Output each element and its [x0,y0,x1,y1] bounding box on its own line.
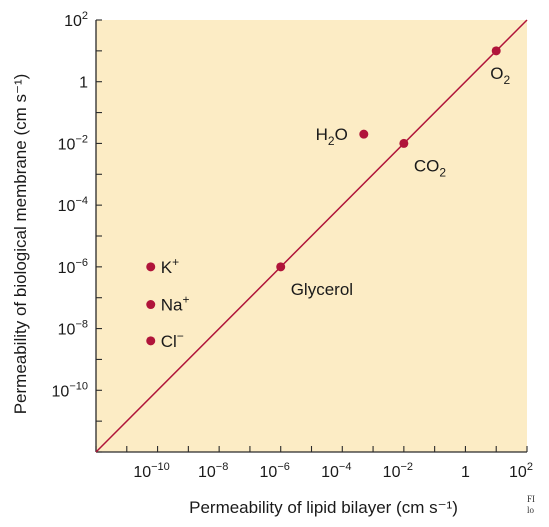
figure-caption-fragment: FI lo [527,494,549,516]
y-tick-label: 102 [64,10,88,30]
y-tick-label: 10−10 [52,380,88,400]
point-glycerol [276,262,285,271]
x-tick-label: 1 [461,464,470,481]
x-tick-label: 10−6 [260,461,290,481]
y-axis-title: Permeability of biological membrane (cm … [11,74,30,415]
y-tick-label: 10−8 [58,319,88,339]
y-tick-label: 10−4 [58,195,88,215]
x-tick-label: 10−8 [198,461,228,481]
x-axis-title: Permeability of lipid bilayer (cm s⁻¹) [189,498,458,517]
point-co2 [399,139,408,148]
point-o2 [492,46,501,55]
point-h2o [359,130,368,139]
point-na [146,300,155,309]
y-tick-label: 10−6 [58,257,88,277]
point-k [146,262,155,271]
label-glycerol: Glycerol [291,280,353,299]
y-tick-label: 1 [79,75,88,92]
y-tick-label: 10−2 [58,133,88,153]
point-cl [146,336,155,345]
x-tick-label: 10−2 [383,461,413,481]
x-tick-label: 10−4 [321,461,351,481]
x-tick-label: 10−10 [133,461,169,481]
x-tick-label: 102 [509,461,533,481]
